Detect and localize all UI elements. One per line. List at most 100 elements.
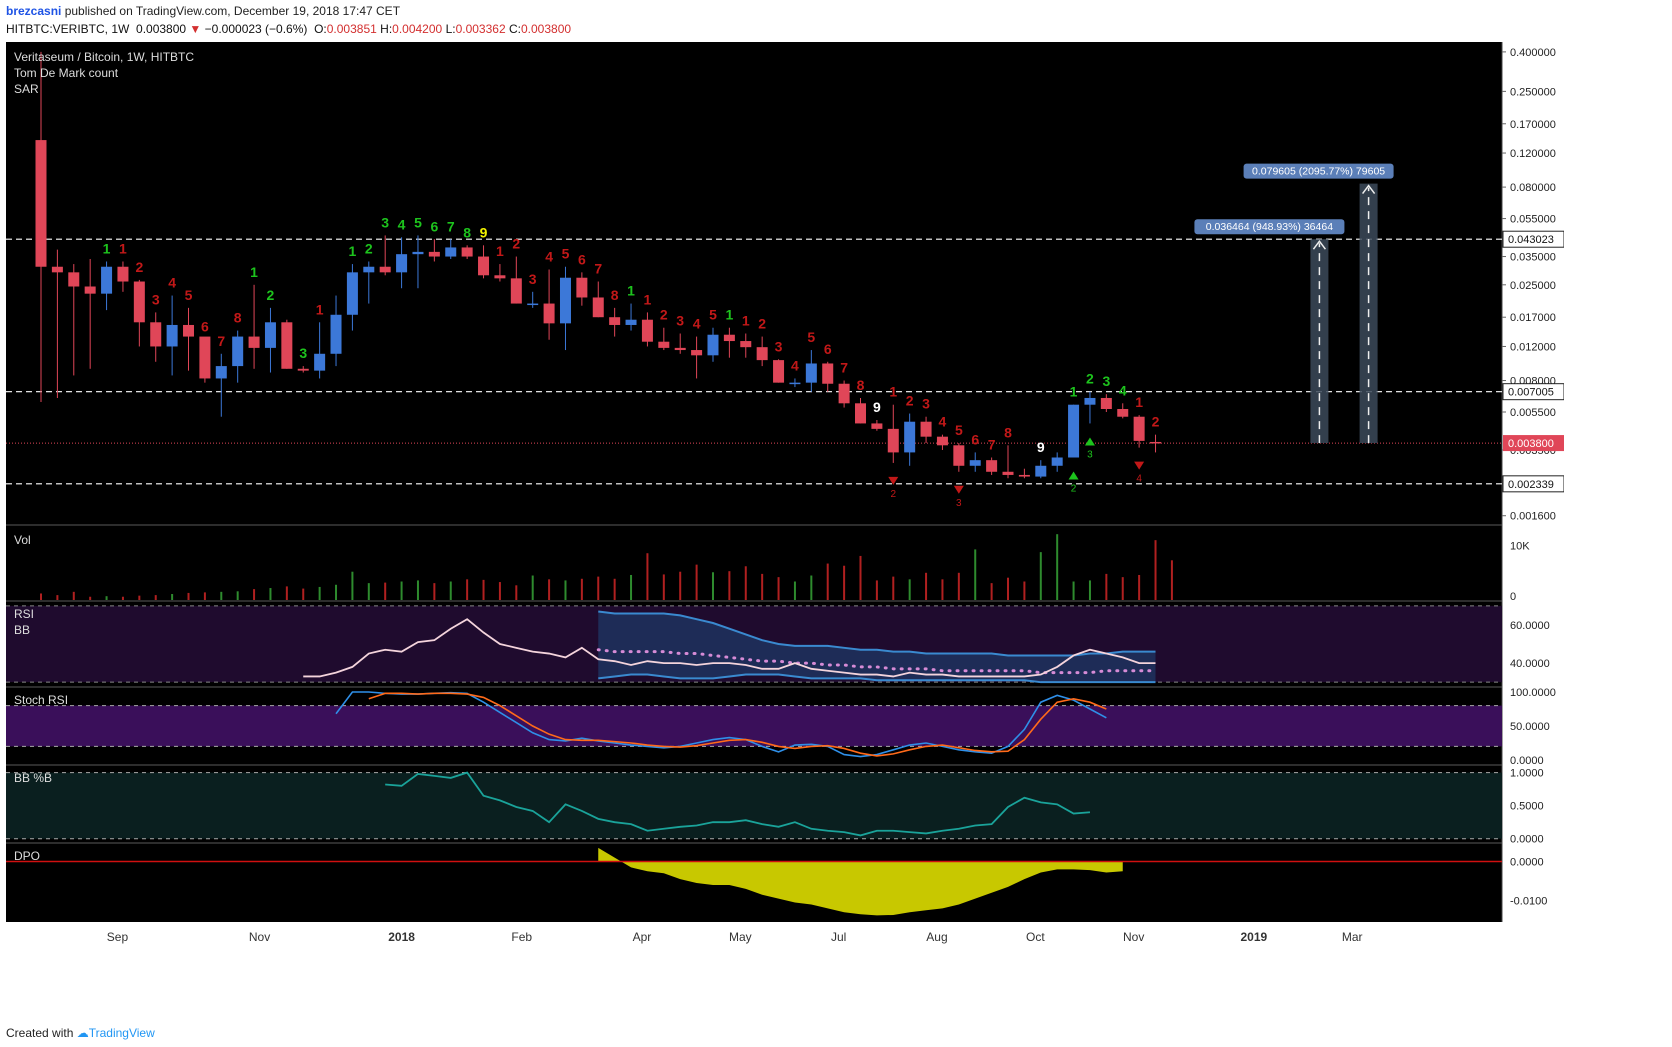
candle-body (641, 319, 653, 342)
bb-lower-line (598, 673, 1156, 684)
td-count-label: 2 (1152, 414, 1160, 430)
td-count-label: 5 (562, 246, 570, 262)
candle-body (625, 319, 637, 325)
td-count-label: 5 (709, 307, 717, 323)
td-count-label: 4 (791, 357, 799, 373)
td-count-label: 8 (1004, 424, 1012, 440)
td-count-label: 2 (1086, 371, 1094, 387)
dpo-area (598, 847, 1123, 916)
volume-bar (171, 594, 174, 600)
candle-body (101, 266, 113, 294)
level-label-box (1502, 383, 1564, 401)
candle-body (379, 266, 391, 273)
volume-bar (941, 579, 944, 600)
candle-body (773, 360, 785, 383)
volume-bar (1154, 540, 1157, 600)
td-count-label: 7 (988, 437, 996, 453)
td-count-label: 7 (594, 261, 602, 277)
volume-bar (531, 575, 534, 600)
candle-body (346, 272, 358, 315)
volume-bar (548, 579, 551, 600)
measure-arrow-head (1361, 184, 1376, 195)
td-count-label: 3 (152, 291, 160, 307)
chart-area[interactable]: 0.400000 0.250000 0.170000 0.120000 0.080000… (6, 42, 1564, 947)
measure-label-box (1194, 219, 1345, 235)
publish-line: brezcasni published on TradingView.com, … (6, 4, 400, 18)
candle-body (461, 247, 473, 257)
y-tick-label: 0.005500 (1510, 407, 1556, 419)
indicator-label-sar: SAR (14, 82, 39, 96)
rsi-line (303, 618, 1156, 678)
sar-down-marker (888, 476, 899, 485)
td-count-label: 1 (1135, 394, 1143, 410)
bbp-axis-label: 0.0000 (1510, 834, 1544, 846)
volume-bar (138, 595, 141, 600)
candle-body (297, 368, 309, 371)
last-price-box (1503, 435, 1564, 452)
time-axis-label: Apr (633, 930, 652, 944)
level-label-box (1502, 230, 1564, 248)
rsi-axis-label: 60.0000 (1510, 620, 1550, 632)
bbp-band (6, 772, 1502, 839)
td-count-label: 1 (889, 384, 897, 400)
sar-up-marker (1068, 471, 1079, 480)
td-count-label: 3 (775, 338, 783, 354)
candle-body (412, 251, 424, 255)
volume-bar (957, 572, 960, 600)
last-price: 0.003800 (136, 22, 187, 36)
tradingview-logo-icon: ☁ (76, 1026, 89, 1040)
volume-bar (728, 571, 731, 600)
bbp-axis-label: 0.5000 (1510, 801, 1544, 813)
volume-bar (761, 573, 764, 600)
candle-body (822, 363, 834, 384)
td-count-label: 3 (1102, 373, 1110, 389)
ohlc-key: L: (445, 22, 456, 36)
y-tick-label: 0.055000 (1510, 214, 1556, 226)
td-count-label: 1 (496, 243, 504, 259)
vol-axis-label: 0 (1510, 591, 1516, 603)
volume-bar (400, 581, 403, 600)
volume-bar (302, 588, 305, 600)
td-count-label: 4 (939, 414, 947, 430)
candle-body (723, 334, 735, 342)
rsi-title: RSI (14, 607, 34, 621)
volume-bar (630, 574, 633, 600)
td-count-label: 3 (299, 345, 307, 361)
candle-body (1002, 471, 1014, 475)
candle-body (1068, 404, 1080, 458)
candle-body (691, 350, 703, 356)
vol-axis-label: 10K (1510, 541, 1530, 553)
volume-bar (908, 579, 911, 600)
candle-body (969, 460, 981, 466)
td-count-label: 3 (922, 396, 930, 412)
measure-label-box (1243, 163, 1394, 179)
td-count-label: 6 (578, 251, 586, 267)
td-count-label: 2 (267, 287, 275, 303)
volume-bar (1170, 560, 1173, 600)
sar-down-marker (953, 485, 964, 494)
td-count-label: 4 (1119, 382, 1127, 398)
ohlc-key: H: (380, 22, 393, 36)
td-count-label: 2 (512, 236, 520, 252)
td-count-label: 6 (201, 319, 209, 335)
td-count-label: 7 (840, 360, 848, 376)
candle-body (150, 322, 162, 347)
author-link[interactable]: brezcasni (6, 4, 62, 18)
tradingview-link[interactable]: TradingView (88, 1026, 155, 1040)
ohlc-value: 0.004200 (392, 22, 443, 36)
y-tick-label: 0.120000 (1510, 148, 1556, 160)
time-axis-label: May (729, 930, 752, 944)
volume-bar (416, 580, 419, 600)
time-axis-label: Aug (926, 930, 947, 944)
ohlc-key: C: (508, 22, 521, 36)
candle-body (740, 341, 752, 348)
sar-marker-label: 3 (956, 498, 962, 509)
candle-body (1133, 416, 1145, 441)
volume-bar (466, 579, 469, 600)
candle-body (609, 317, 621, 325)
volume-bar (662, 574, 665, 600)
sar-marker-label: 3 (1087, 449, 1093, 460)
candle-body (117, 266, 129, 282)
y-tick-label: 0.035000 (1510, 252, 1556, 264)
y-tick-label: 0.250000 (1510, 86, 1556, 98)
